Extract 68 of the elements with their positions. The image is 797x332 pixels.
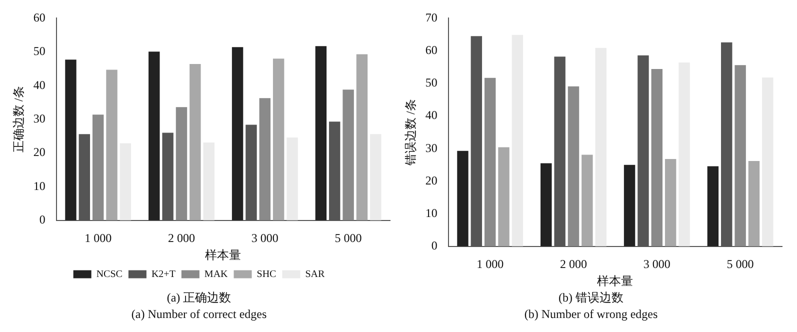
text: (b) 错误边数 bbox=[558, 290, 624, 305]
y-tick-label: 20 bbox=[425, 173, 438, 188]
bar bbox=[148, 52, 160, 220]
bar bbox=[457, 150, 468, 246]
x-tick-label: 2 000 bbox=[560, 256, 587, 271]
x-axis-title: 样本量 bbox=[597, 274, 634, 288]
legend-label: NCSC bbox=[96, 268, 123, 280]
bar bbox=[651, 69, 663, 246]
x-axis-title: 样本量 bbox=[205, 248, 242, 262]
legend-label: K2+T bbox=[151, 268, 176, 280]
bar bbox=[65, 60, 76, 220]
bar bbox=[259, 98, 271, 220]
bar bbox=[176, 107, 188, 220]
bar bbox=[595, 48, 606, 246]
y-tick-label: 50 bbox=[33, 44, 46, 58]
y-tick-label: 10 bbox=[425, 206, 438, 220]
y-tick-label: 40 bbox=[33, 78, 46, 92]
y-tick-label: 20 bbox=[33, 145, 46, 160]
bar bbox=[272, 58, 284, 220]
y-tick-label: 10 bbox=[33, 178, 46, 193]
text: (a) Number of correct edges bbox=[131, 306, 267, 321]
bar bbox=[707, 166, 719, 246]
x-tick-label: 5 000 bbox=[726, 256, 754, 271]
bar bbox=[582, 154, 593, 246]
bar bbox=[315, 46, 327, 220]
bar bbox=[190, 64, 201, 220]
bar bbox=[106, 70, 118, 220]
legend-label: MAK bbox=[204, 268, 229, 280]
x-tick-label: 3 000 bbox=[251, 230, 278, 245]
bar bbox=[92, 114, 104, 220]
bar bbox=[512, 34, 524, 246]
x-tick-label: 1 000 bbox=[84, 230, 112, 245]
y-axis-title: 正确边数 /条 bbox=[11, 86, 26, 152]
y-tick-label: 50 bbox=[425, 76, 438, 90]
bar bbox=[203, 142, 214, 220]
bar bbox=[120, 143, 132, 220]
y-tick-label: 70 bbox=[425, 10, 438, 24]
bar bbox=[498, 147, 510, 246]
y-tick-label: 30 bbox=[425, 140, 438, 155]
y-tick-label: 30 bbox=[33, 111, 46, 126]
y-tick-label: 40 bbox=[425, 108, 438, 122]
bar bbox=[342, 90, 354, 220]
bar bbox=[484, 78, 496, 246]
bar bbox=[762, 78, 774, 246]
bar bbox=[356, 54, 368, 220]
bar bbox=[540, 163, 552, 246]
y-tick-label: 60 bbox=[33, 10, 46, 24]
bar bbox=[568, 86, 580, 246]
bar bbox=[734, 65, 746, 246]
y-axis-title: 错误边数 /条 bbox=[403, 99, 418, 166]
y-tick-label: 0 bbox=[431, 238, 438, 253]
x-tick-label: 2 000 bbox=[168, 230, 195, 245]
y-tick-label: 60 bbox=[425, 42, 438, 57]
y-tick-label: 0 bbox=[39, 212, 46, 227]
legend-label: SHC bbox=[256, 268, 277, 280]
bar bbox=[232, 47, 244, 220]
x-tick-label: 1 000 bbox=[476, 256, 504, 271]
bar bbox=[748, 160, 760, 246]
bar bbox=[664, 159, 676, 246]
bar bbox=[286, 138, 298, 220]
bar bbox=[678, 62, 690, 246]
bar bbox=[624, 164, 636, 246]
bar bbox=[370, 134, 382, 220]
legend-label: SAR bbox=[305, 268, 325, 280]
x-tick-label: 5 000 bbox=[334, 230, 362, 245]
text: (a) 正确边数 bbox=[166, 290, 232, 305]
text: (b) Number of wrong edges bbox=[524, 306, 658, 321]
x-tick-label: 3 000 bbox=[643, 256, 670, 271]
